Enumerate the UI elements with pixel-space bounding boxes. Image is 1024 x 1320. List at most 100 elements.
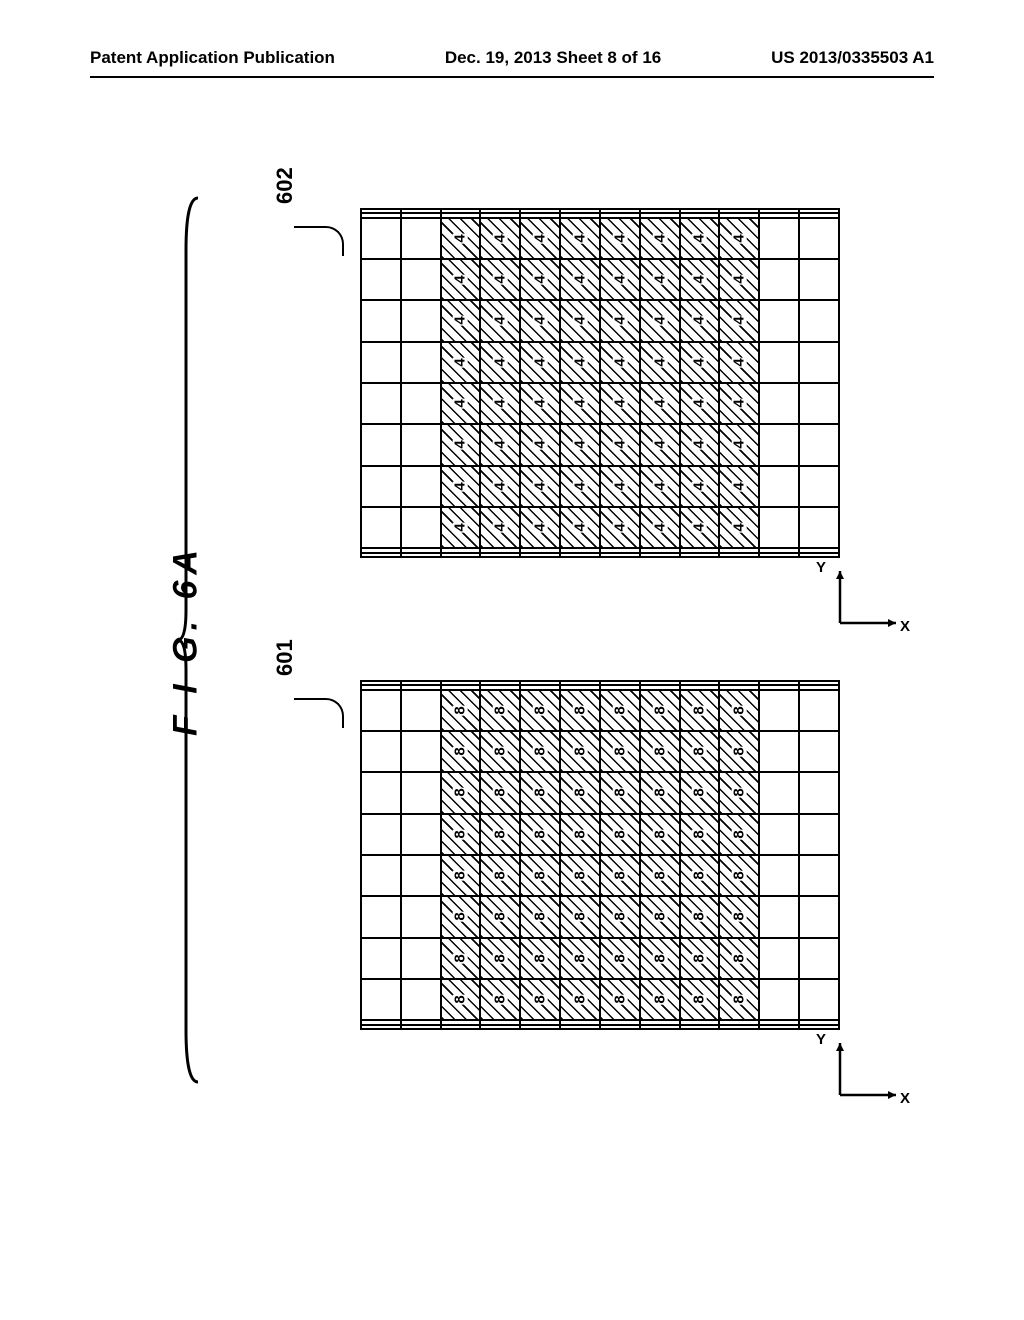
grid-cell: 4: [640, 259, 680, 300]
grid-cell: [401, 979, 441, 1020]
grid-cell: 8: [640, 855, 680, 896]
grid-cell: [680, 1025, 720, 1029]
grid-cell: [640, 553, 680, 557]
grid-cell: 4: [680, 424, 720, 465]
grid-cell: [401, 814, 441, 855]
grid-cell: [361, 424, 401, 465]
grid-cell: 8: [560, 896, 600, 937]
grid-cell: 8: [480, 938, 520, 979]
grid-cell: 4: [719, 507, 759, 548]
grid-cell: 8: [680, 772, 720, 813]
grid-cell: [361, 507, 401, 548]
grid-cell: [480, 553, 520, 557]
grid-cell: 8: [480, 690, 520, 731]
grid-cell: [401, 896, 441, 937]
grid-cell: 4: [480, 424, 520, 465]
grid-cell: 4: [441, 342, 481, 383]
grid-cell: 4: [560, 383, 600, 424]
grid-cell: [759, 814, 799, 855]
grid-cell: [361, 383, 401, 424]
grid-cell: 4: [680, 342, 720, 383]
grid-cell: 8: [600, 731, 640, 772]
grid-cell: 8: [560, 814, 600, 855]
grid-cell: [361, 772, 401, 813]
grid-cell: 4: [640, 342, 680, 383]
grid-cell: [799, 466, 839, 507]
grid-cell: 4: [441, 424, 481, 465]
grid-cell: [799, 690, 839, 731]
grid-cell: [401, 938, 441, 979]
grid-cell: 4: [441, 507, 481, 548]
grid-cell: [600, 1025, 640, 1029]
grid-cell: [759, 383, 799, 424]
grid-cell: [799, 855, 839, 896]
grid-cell: 8: [441, 731, 481, 772]
grid-cell: [361, 690, 401, 731]
grid-cell: 8: [520, 731, 560, 772]
grid-cell: 8: [680, 814, 720, 855]
grid-cell: [560, 1025, 600, 1029]
grid-cell: 4: [680, 507, 720, 548]
grid-cell: 8: [680, 979, 720, 1020]
header-rule: [90, 76, 934, 78]
grid-cell: [560, 553, 600, 557]
grid-cell: 4: [600, 424, 640, 465]
grid-cell: 8: [441, 772, 481, 813]
grid-cell: 8: [520, 896, 560, 937]
grid-cell: 4: [719, 259, 759, 300]
grid-cell: 4: [560, 218, 600, 259]
grid-cell: 4: [520, 424, 560, 465]
grid-cell: [759, 1025, 799, 1029]
grid-cell: 8: [441, 979, 481, 1020]
grid-cell: [759, 938, 799, 979]
axes-601: X Y: [830, 1037, 904, 1105]
grid-cell: 8: [680, 690, 720, 731]
grid-cell: [401, 690, 441, 731]
grid-cell: 8: [600, 855, 640, 896]
grid-cell: 8: [680, 896, 720, 937]
grid-cell: 8: [441, 855, 481, 896]
grid-cell: [759, 979, 799, 1020]
grid-cell: [401, 259, 441, 300]
grid-cell: [799, 553, 839, 557]
grid-cell: 4: [640, 466, 680, 507]
grid-cell: [759, 896, 799, 937]
grid-cell: 8: [441, 896, 481, 937]
grid-cell: [759, 855, 799, 896]
grid-cell: 4: [680, 466, 720, 507]
grid-cell: 8: [640, 814, 680, 855]
grid-cell: 8: [560, 731, 600, 772]
grid-cell: [401, 300, 441, 341]
grid-cell: 4: [441, 218, 481, 259]
grid-cell: 4: [520, 466, 560, 507]
grid-cell: [361, 466, 401, 507]
grid-cell: 8: [600, 772, 640, 813]
grid-cell: 8: [640, 772, 680, 813]
grid-cell: 8: [520, 814, 560, 855]
grid-cell: 4: [560, 507, 600, 548]
grid-cell: [361, 1025, 401, 1029]
grid-cell: [401, 1025, 441, 1029]
grid-cell: 4: [680, 300, 720, 341]
axis-x-601: X: [900, 1090, 910, 1107]
grid-cell: [680, 553, 720, 557]
grid-cell: 8: [480, 731, 520, 772]
grid-cell: [759, 690, 799, 731]
grid-cell: 8: [480, 855, 520, 896]
axis-y-602: Y: [816, 559, 826, 576]
grid-cell: 4: [680, 259, 720, 300]
grid-cell: 8: [520, 979, 560, 1020]
grid-cell: [441, 553, 481, 557]
grid-cell: 4: [600, 466, 640, 507]
grid-cell: [520, 1025, 560, 1029]
grid-cell: 4: [441, 383, 481, 424]
grid-cell: 4: [600, 218, 640, 259]
axes-602: X Y: [830, 565, 904, 633]
grid-cell: [361, 731, 401, 772]
grid-cell: 4: [640, 507, 680, 548]
page-header: Patent Application Publication Dec. 19, …: [0, 48, 1024, 68]
grid-cell: 8: [600, 979, 640, 1020]
grid-cell: [361, 814, 401, 855]
grid-cell: 8: [719, 938, 759, 979]
grid-cell: 8: [600, 690, 640, 731]
